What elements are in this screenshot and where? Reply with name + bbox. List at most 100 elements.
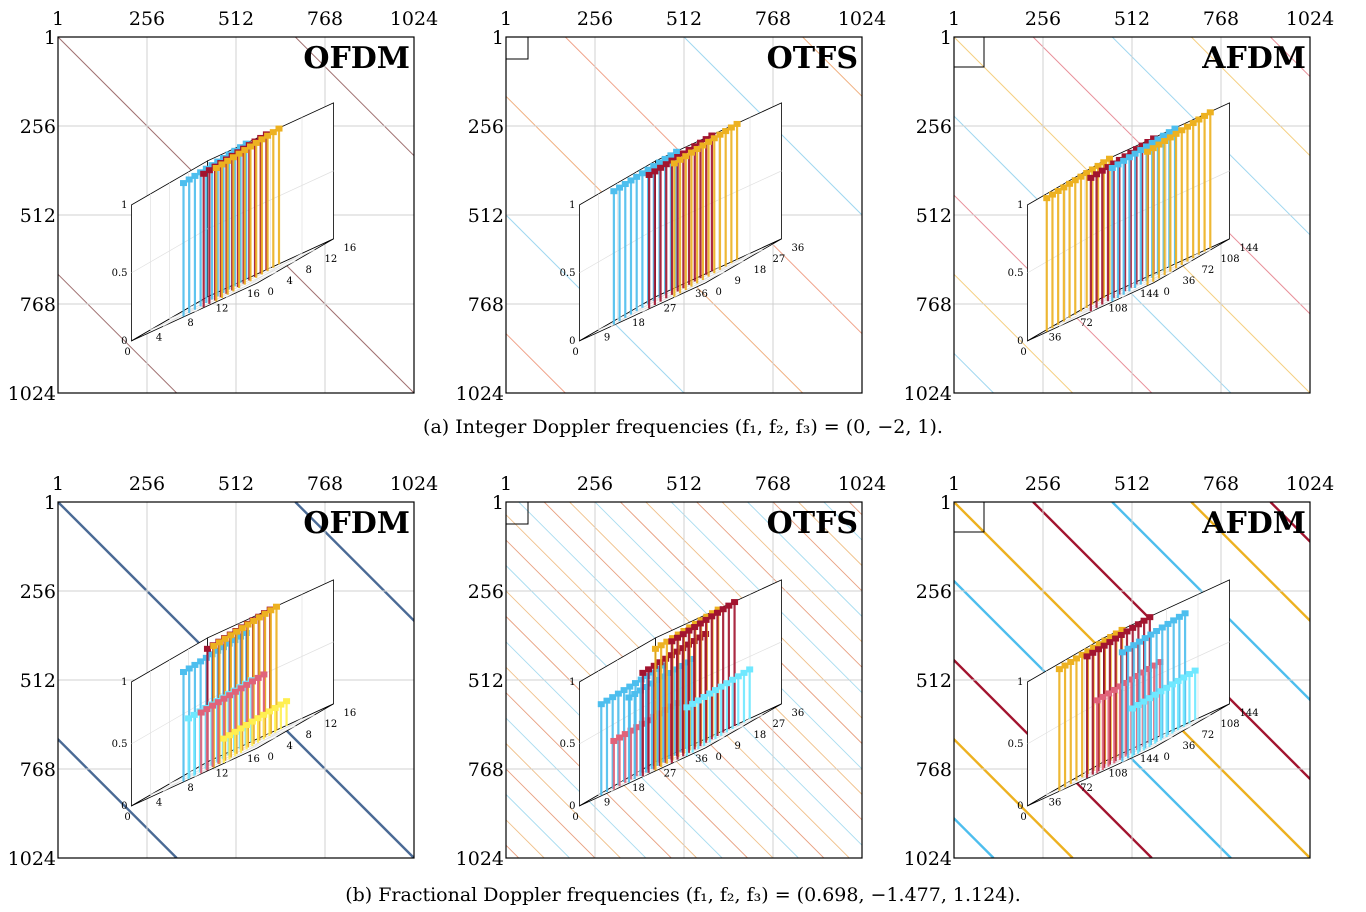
bar-cap [1158,624,1166,631]
bar-series [668,599,739,763]
y-tick-label: 512 [468,205,504,227]
z-tick-label: 0.5 [1008,739,1024,750]
y-tick-label: 512 [468,670,504,692]
x3d-tick-label: 36 [695,289,708,300]
bar-cap [691,624,699,631]
bar-cap [648,680,656,687]
bar-cap [654,676,662,683]
bar-cap [1148,139,1156,146]
bar-cap [671,666,679,673]
bar-cap [679,631,687,638]
corner-box [505,501,529,525]
x-tick-label: 1 [500,473,512,495]
y-tick-label: 1 [44,27,56,49]
y3d-tick-label: 9 [735,741,741,752]
y3d-tick-label: 0 [716,287,722,298]
z-tick-label: 0 [569,336,575,347]
bar-cap [1140,617,1148,624]
bar-cap [226,732,234,739]
y3d-tick-label: 16 [344,708,357,719]
y3d-tick-label: 16 [344,243,357,254]
bar-cap [1083,653,1091,660]
x-tick-label: 1024 [1286,473,1334,495]
heatmap-diagonal [1190,502,1310,623]
bar-cap [1101,637,1109,644]
bar-cap [233,628,241,635]
heatmap-diagonal [1190,37,1310,157]
bar-cap [725,602,733,609]
x-tick-label: 256 [129,8,165,30]
x3d-tick-label: 144 [1140,754,1159,765]
x-tick-label: 1024 [1286,8,1334,30]
bar-cap [1172,130,1180,137]
bar-cap [261,610,269,617]
x-tick-label: 512 [218,473,254,495]
bar-cap [716,131,724,138]
heatmap-diagonal [954,273,1074,393]
bar-cap [1154,136,1162,143]
y-tick-label: 256 [20,581,56,603]
bar-cap [203,645,211,652]
y-tick-label: 256 [468,581,504,603]
bar-cap [685,627,693,634]
bar-cap [691,620,699,627]
bar-cap [627,727,635,734]
bar-cap [1181,610,1189,617]
x-tick-label: 256 [577,473,613,495]
y-tick-label: 768 [20,294,56,316]
bar-series [1043,155,1113,332]
x3d-tick-label: 9 [604,332,610,343]
bar-cap [1122,679,1130,686]
bar-cap [610,737,618,744]
inset-3d: 0 0.5 1 0 4 8 12 16 0 4 8 12 16 [112,579,357,823]
bar-cap [637,676,645,683]
bar-cap [705,138,713,145]
bar-cap [731,599,739,606]
bar-cap [1094,162,1102,169]
inset-grid [225,718,303,763]
y-tick-label: 768 [20,759,56,781]
x3d-tick-label: 36 [1049,332,1062,343]
heatmap-diagonal [294,37,414,157]
bar-cap [1094,646,1102,653]
bar-cap [727,124,735,131]
x-tick-label: 1 [52,473,64,495]
bar-cap [688,655,696,662]
bar-cap [267,607,275,614]
x-tick-label: 768 [755,473,791,495]
bar-cap [272,603,280,610]
bar-cap [1089,649,1097,656]
bar-cap [191,172,199,179]
bar-cap [241,147,249,154]
bar-cap [1055,666,1063,673]
inset-grid [131,170,334,274]
bar-cap [697,617,705,624]
x-tick-label: 512 [666,473,702,495]
bar-cap [231,728,239,735]
bar-cap [616,184,624,191]
y3d-tick-label: 18 [754,265,767,276]
bar-cap [639,669,647,676]
bar-cap [645,171,653,178]
bar-cap [626,683,634,690]
bar-cap [1138,142,1146,149]
bar-cap [1100,159,1108,166]
heatmap-diagonal [747,502,862,618]
x3d-tick-label: 8 [187,783,193,794]
bar-cap [1115,156,1123,163]
bar-cap [1134,621,1142,628]
y-tick-label: 512 [916,670,952,692]
x3d-tick-label: 0 [124,812,130,823]
x-tick-label: 512 [666,8,702,30]
x3d-tick-label: 18 [632,318,645,329]
bar-cap [717,683,725,690]
bar-cap [1153,628,1161,635]
bar-cap [226,692,234,699]
bar-cap [616,734,624,741]
bar-cap [625,694,633,701]
bar-cap [1156,659,1164,666]
bar-cap [1144,666,1152,673]
y3d-tick-label: 108 [1221,719,1240,730]
y-tick-label: 256 [468,116,504,138]
y-tick-label: 1 [940,27,952,49]
